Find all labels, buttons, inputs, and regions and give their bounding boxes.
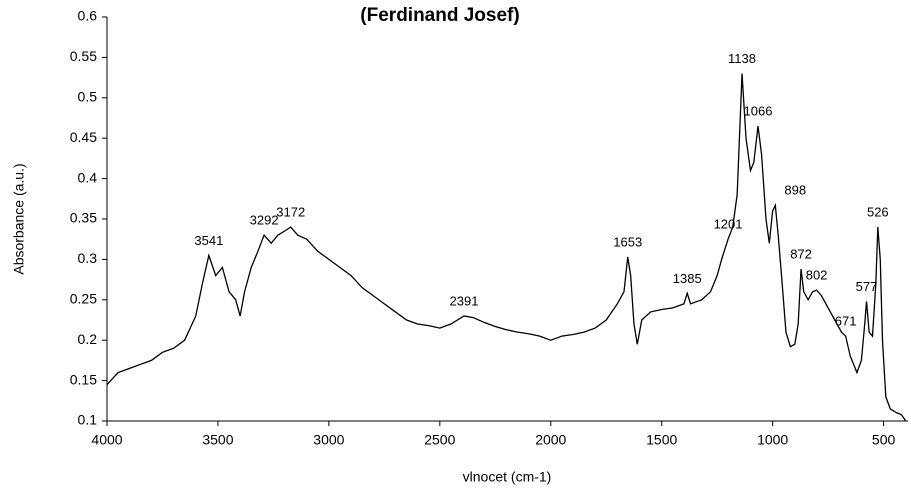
y-tick-label: 0.3: [78, 250, 98, 266]
peak-label: 1653: [613, 234, 642, 249]
peak-label: 577: [856, 279, 878, 294]
y-tick-label: 0.1: [78, 412, 98, 428]
y-tick-label: 0.6: [78, 8, 98, 24]
peak-label: 3172: [276, 205, 305, 220]
peak-label: 898: [784, 183, 806, 198]
y-tick-label: 0.2: [78, 331, 98, 347]
peak-label: 872: [790, 247, 812, 262]
peak-label: 1066: [744, 104, 773, 119]
peak-label: 671: [835, 314, 857, 329]
y-tick-label: 0.45: [70, 129, 97, 145]
x-axis-label: vlnocet (cm-1): [463, 469, 552, 485]
y-tick-label: 0.55: [70, 48, 97, 64]
x-tick-label: 2500: [424, 432, 455, 448]
y-tick-label: 0.4: [78, 169, 98, 185]
y-axis-label: Absorbance (a.u.): [11, 163, 27, 274]
spectrum-line: [106, 73, 907, 422]
x-tick-label: 4000: [91, 432, 122, 448]
peak-label: 1201: [714, 217, 743, 232]
y-tick-label: 0.15: [70, 371, 97, 387]
y-tick-label: 0.25: [70, 291, 97, 307]
peak-label: 802: [806, 268, 828, 283]
y-tick-label: 0.5: [78, 89, 98, 105]
x-tick-label: 3500: [202, 432, 233, 448]
peak-label: 1138: [728, 51, 756, 66]
peak-label: 1385: [673, 271, 702, 286]
x-tick-label: 2000: [535, 432, 566, 448]
peak-label: 526: [867, 205, 889, 220]
x-tick-label: 1000: [757, 432, 788, 448]
peak-label: 3292: [250, 213, 279, 228]
x-tick-label: 500: [872, 432, 896, 448]
x-tick-label: 1500: [646, 432, 677, 448]
x-tick-label: 3000: [313, 432, 344, 448]
y-tick-label: 0.35: [70, 210, 97, 226]
peak-label: 2391: [450, 293, 479, 308]
chart-title: (Ferdinand Josef): [360, 5, 519, 26]
peak-label: 3541: [194, 233, 223, 248]
